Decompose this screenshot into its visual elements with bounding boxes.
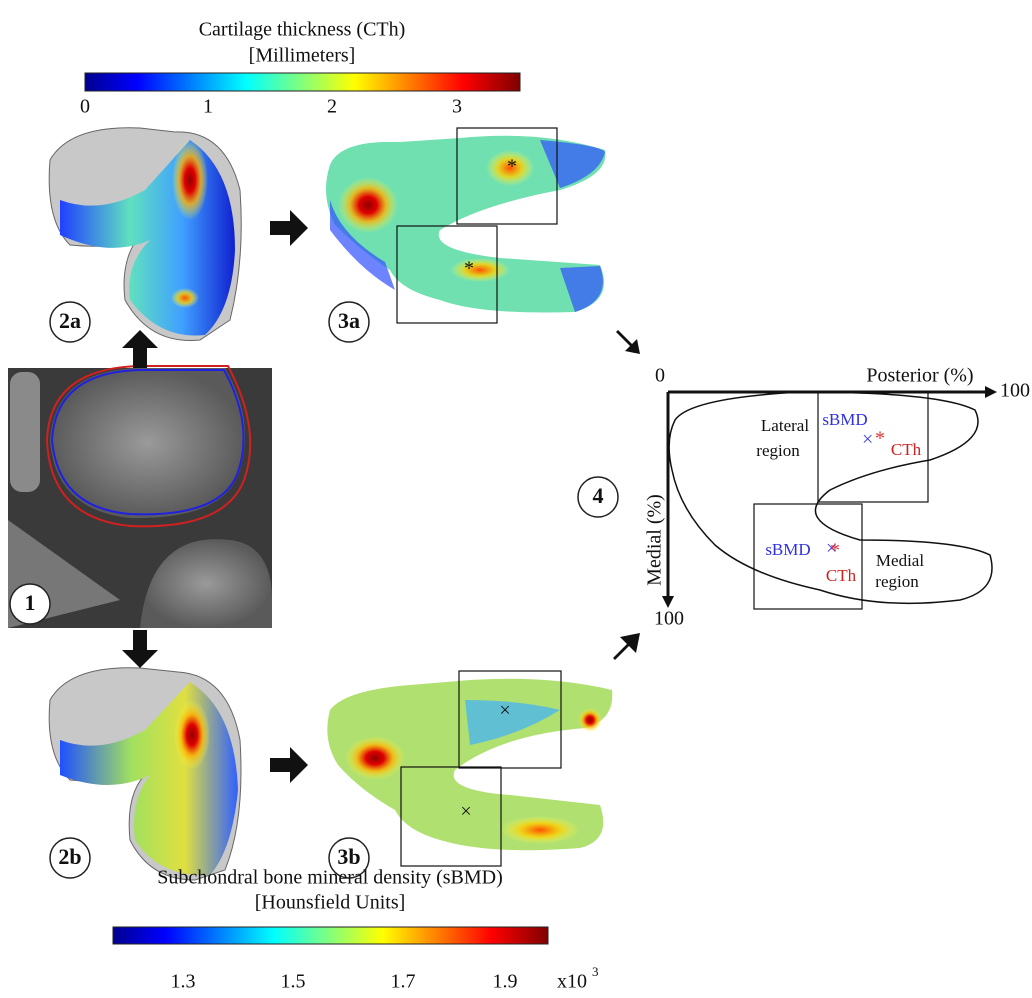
tick-label: 1.5: [281, 971, 306, 993]
colorbar-unit: [Millimeters]: [249, 45, 356, 67]
colorbar-unit: [Hounsfield Units]: [255, 892, 406, 914]
colorbar: [113, 927, 548, 944]
region-label: region: [875, 572, 919, 591]
colorbar-title: Subchondral bone mineral density (sBMD): [157, 867, 503, 889]
figure: Cartilage thickness (CTh) [Millimeters] …: [0, 0, 1032, 998]
tick-label: 1.9: [493, 971, 518, 993]
cth-label: CTh: [891, 440, 922, 459]
tick-label: 1: [203, 96, 213, 118]
svg-text:*: *: [875, 428, 885, 450]
svg-text:×: ×: [499, 700, 510, 722]
panel-label: 1: [25, 590, 36, 615]
svg-text:×: ×: [460, 801, 471, 823]
svg-text:*: *: [464, 258, 474, 280]
multiplier: x10: [557, 971, 587, 993]
axis-end: 100: [1000, 380, 1030, 402]
axis-label: Medial (%): [644, 494, 666, 586]
panel-label: 2b: [58, 844, 81, 869]
schematic: × * × * 0 Posterior (%) 100 Medial (%) 1…: [644, 365, 1030, 630]
svg-text:×: ×: [862, 429, 873, 451]
panel-label: 2a: [59, 308, 81, 333]
panel-label: 3a: [338, 308, 360, 333]
region-label: region: [756, 441, 800, 460]
sbmd-label: sBMD: [765, 540, 810, 559]
panel-label: 3b: [337, 844, 360, 869]
cth-map: * *: [326, 128, 605, 323]
sbmd-map: × ×: [327, 671, 612, 866]
axis-origin: 0: [655, 365, 665, 387]
tick-label: 1.7: [391, 971, 416, 993]
region-label: Medial: [876, 551, 924, 570]
panel-label: 4: [593, 483, 604, 508]
sbmd-label: sBMD: [822, 410, 867, 429]
ct-image: [8, 366, 272, 628]
exponent: 3: [592, 964, 599, 979]
axis-end: 100: [654, 608, 684, 630]
colorbar-title: Cartilage thickness (CTh): [199, 19, 406, 41]
tick-label: 1.3: [171, 971, 196, 993]
tick-label: 3: [452, 96, 462, 118]
tick-label: 0: [80, 96, 90, 118]
colorbar: [85, 73, 520, 91]
axis-label: Posterior (%): [866, 365, 973, 387]
tick-label: 2: [327, 96, 337, 118]
region-label: Lateral: [761, 416, 809, 435]
svg-text:*: *: [830, 540, 840, 562]
cth-label: CTh: [826, 566, 857, 585]
svg-text:*: *: [507, 156, 517, 178]
